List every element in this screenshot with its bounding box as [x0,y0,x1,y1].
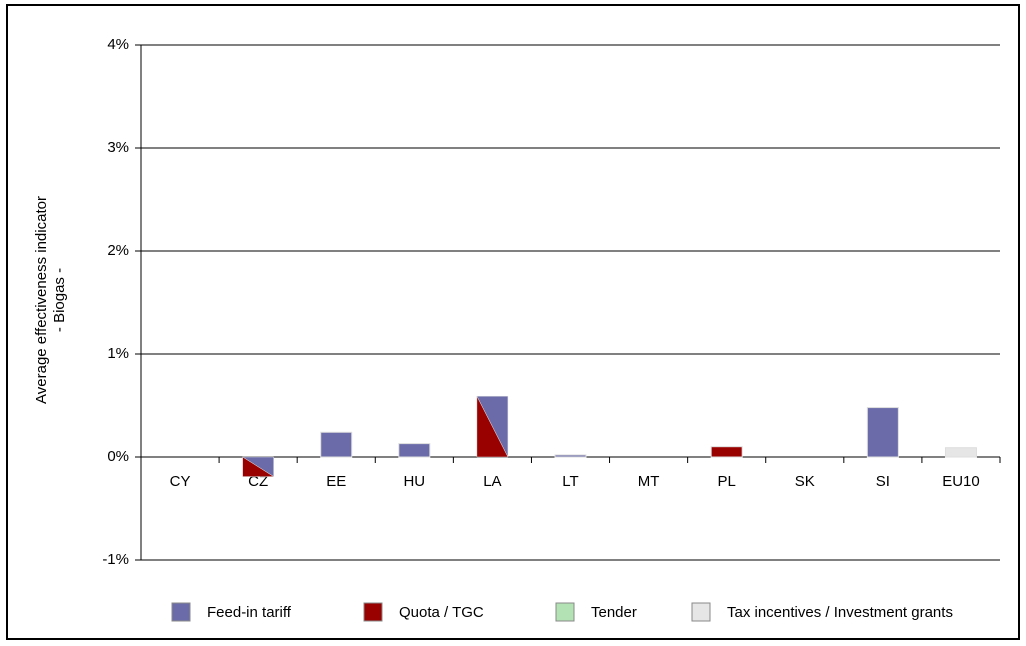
x-tick-label: SI [876,473,890,490]
y-tick-label: 2% [107,242,129,259]
bar [398,443,431,458]
legend-label: Quota / TGC [399,604,484,621]
bar [320,431,353,458]
legend-label: Tax incentives / Investment grants [727,604,953,621]
bar [710,446,743,458]
x-tick-label: PL [718,473,736,490]
legend-label: Feed-in tariff [207,604,292,621]
y-tick-label: 1% [107,345,129,362]
legend-swatch [171,602,191,622]
x-tick-label: EE [326,473,346,490]
y-axis-title: Average effectiveness indicator - Biogas… [33,196,68,404]
bar-part [476,396,509,458]
legend-label: Tender [591,604,637,621]
legend-swatch [363,602,383,622]
x-tick-label: HU [403,473,425,490]
chart-frame [6,4,1020,640]
y-tick-label: 0% [107,448,129,465]
bar [554,454,587,458]
x-tick-label: SK [795,473,815,490]
y-tick-label: 4% [107,36,129,53]
legend-swatch [555,602,575,622]
y-axis-title-line: Average effectiveness indicator [33,196,50,404]
x-tick-label: EU10 [942,473,980,490]
x-tick-label: MT [638,473,660,490]
x-tick-label: LT [562,473,578,490]
y-axis-title-line: - Biogas - [51,268,68,332]
x-tick-label: CZ [248,473,268,490]
legend-swatch [691,602,711,622]
x-tick-label: CY [170,473,191,490]
x-tick-label: LA [483,473,501,490]
bar-part [242,456,275,477]
bar [866,407,899,458]
y-tick-label: 3% [107,139,129,156]
y-tick-label: -1% [102,551,129,568]
bar [944,447,977,458]
